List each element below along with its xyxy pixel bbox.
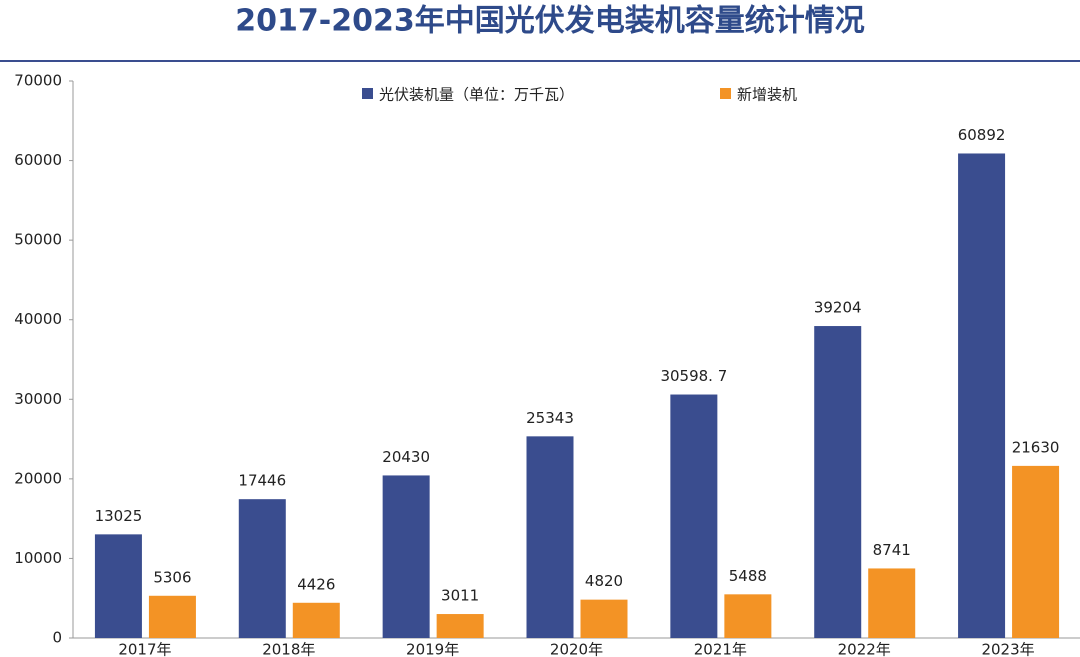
value-label: 60892 [958, 126, 1006, 144]
value-label: 8741 [873, 541, 911, 559]
value-label: 39204 [814, 299, 862, 317]
y-tick-label: 30000 [14, 390, 62, 408]
x-tick-label: 2018年 [262, 641, 315, 657]
x-tick-label: 2022年 [838, 641, 891, 657]
y-tick-label: 60000 [14, 151, 62, 169]
y-tick-label: 40000 [14, 310, 62, 328]
value-label: 4820 [585, 572, 623, 590]
bar [238, 499, 286, 638]
bar [868, 568, 916, 638]
legend-swatch [362, 88, 373, 99]
bar [670, 394, 718, 638]
y-tick-label: 20000 [14, 469, 62, 487]
bar [292, 602, 340, 638]
value-label: 17446 [238, 472, 286, 490]
value-label: 25343 [526, 409, 574, 427]
x-tick-label: 2017年 [118, 641, 171, 657]
bar [724, 594, 772, 638]
y-tick-label: 50000 [14, 231, 62, 249]
value-label: 21630 [1012, 438, 1060, 456]
legend-label: 光伏装机量（单位：万千瓦） [379, 86, 574, 104]
value-label: 4426 [297, 575, 335, 593]
bar [814, 326, 862, 638]
x-tick-label: 2023年 [981, 641, 1034, 657]
value-label: 30598. 7 [660, 367, 727, 385]
y-tick-label: 0 [52, 629, 62, 647]
bar [436, 614, 484, 638]
y-tick-label: 10000 [14, 549, 62, 567]
x-tick-label: 2021年 [694, 641, 747, 657]
value-label: 3011 [441, 587, 479, 605]
bar [382, 475, 430, 638]
x-tick-label: 2019年 [406, 641, 459, 657]
legend-label: 新增装机 [737, 86, 797, 104]
bar [526, 436, 574, 638]
value-label: 5488 [729, 567, 767, 585]
x-tick-label: 2020年 [550, 641, 603, 657]
y-tick-label: 70000 [14, 72, 62, 90]
value-label: 20430 [382, 448, 430, 466]
bar [148, 595, 196, 638]
bar [1012, 465, 1060, 638]
value-label: 5306 [153, 568, 191, 586]
bar [94, 534, 142, 638]
bar [958, 153, 1006, 638]
value-label: 13025 [95, 507, 143, 525]
legend-swatch [720, 88, 731, 99]
chart-title: 2017-2023年中国光伏发电装机容量统计情况 [235, 4, 864, 39]
bar [580, 599, 628, 638]
